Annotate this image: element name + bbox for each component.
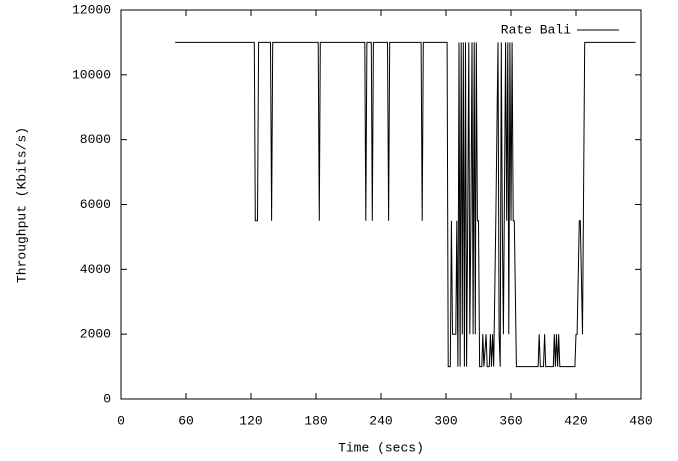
x-tick-label: 480	[629, 413, 652, 428]
y-axis-label: Throughput (Kbits/s)	[14, 127, 29, 283]
plot-frame	[120, 9, 642, 400]
legend-label: Rate Bali	[501, 22, 571, 37]
x-axis-label: Time (secs)	[338, 440, 424, 455]
y-tick-label: 6000	[80, 197, 111, 212]
y-tick-label: 12000	[72, 2, 111, 17]
x-tick-label: 420	[564, 413, 587, 428]
x-tick-label: 0	[117, 413, 125, 428]
x-tick-label: 180	[304, 413, 327, 428]
y-tick-label: 10000	[72, 67, 111, 82]
x-tick-label: 240	[369, 413, 392, 428]
y-tick-label: 4000	[80, 262, 111, 277]
x-tick-label: 360	[499, 413, 522, 428]
data-line	[175, 41, 636, 368]
y-tick-label: 2000	[80, 327, 111, 342]
y-tick-label: 8000	[80, 132, 111, 147]
x-tick-label: 300	[434, 413, 457, 428]
x-tick-label: 60	[178, 413, 194, 428]
x-tick-label: 120	[239, 413, 262, 428]
y-tick-label: 0	[103, 391, 111, 406]
